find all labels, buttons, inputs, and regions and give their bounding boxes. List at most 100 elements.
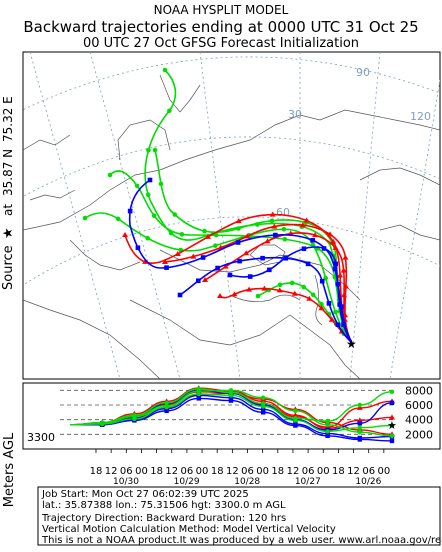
map-marker (319, 278, 325, 284)
xtick-hour-label: 00 (256, 466, 269, 477)
xtick-hour-label: 00 (377, 466, 390, 477)
xtick-hour-label: 18 (90, 466, 103, 477)
height-marker (389, 438, 395, 444)
xtick-date-label: 10/27 (295, 477, 321, 487)
source-star-icon: ★ (1, 227, 16, 239)
map-marker (261, 285, 268, 291)
info-vertical: Vertical Motion Calculation Method: Mode… (42, 524, 336, 535)
map-marker (167, 108, 172, 114)
map-marker (332, 266, 338, 272)
map-marker (135, 245, 141, 251)
height-series-8 (69, 391, 395, 434)
map-marker (337, 272, 344, 278)
map-marker (235, 240, 241, 245)
map-frame (22, 51, 441, 380)
xtick-hour-label: 00 (317, 466, 330, 477)
map-marker (283, 255, 288, 260)
height-marker (293, 408, 298, 414)
height-marker (389, 423, 395, 428)
height-marker (261, 410, 266, 415)
map-marker (162, 259, 168, 264)
height-xtick-labels: 18 12 06 00 18 12 06 00 18 12 06 00 18 12 06 00 18 12 06 00… (90, 449, 390, 487)
map-marker (162, 67, 168, 73)
source-prefix: Source (1, 245, 16, 290)
map-marker (301, 246, 307, 252)
map-marker (172, 212, 178, 217)
height-marker (164, 408, 169, 414)
map-panel: 30 60 90 120 ★ (22, 51, 441, 380)
map-marker (177, 292, 183, 298)
info-disclaimer: This is not a NOAA product.It was produc… (41, 535, 442, 546)
map-marker (195, 278, 201, 284)
height-marker (357, 429, 362, 435)
map-marker (236, 226, 241, 231)
map-marker (328, 316, 335, 322)
xtick-hour-label: 06 (181, 466, 194, 477)
map-marker (122, 232, 128, 237)
map-marker (260, 255, 265, 261)
source-lat: 35.87 N (1, 149, 15, 196)
map-marker (281, 226, 287, 232)
source-lon: 75.32 E (1, 96, 15, 142)
height-marker (389, 414, 395, 420)
xtick-date-label: 10/28 (234, 477, 260, 487)
xtick-hour-label: 06 (302, 466, 315, 477)
xtick-date-label: 10/29 (174, 477, 200, 487)
map-marker (227, 272, 233, 278)
map-marker (326, 301, 332, 306)
map-marker (134, 183, 140, 189)
height-marker (132, 413, 137, 418)
map-trajectory-8 (204, 232, 353, 344)
map-marker (164, 265, 169, 270)
map-marker (174, 251, 181, 257)
map-marker (243, 250, 250, 256)
xtick-date-label: 10/26 (355, 477, 381, 487)
source-label: Source ★ at 35.87 N 75.32 E (1, 96, 16, 290)
map-marker (190, 253, 197, 259)
map-marker (291, 290, 298, 296)
height-marker (357, 437, 362, 442)
map-marker (145, 235, 150, 241)
height-source-star-icon: ★ (387, 419, 397, 432)
map-marker (269, 211, 276, 217)
info-direction: Trajectory Direction: Backward Duration:… (41, 513, 286, 524)
map-marker (235, 218, 242, 224)
map-marker (127, 208, 133, 214)
map-trajectory-5 (124, 213, 353, 344)
map-marker (335, 281, 341, 287)
ytick-label: 4000 (405, 414, 433, 427)
map-marker (204, 233, 211, 239)
xtick-hour-label: 12 (347, 466, 360, 477)
map-marker (327, 231, 334, 237)
height-marker (164, 400, 169, 405)
map-marker (107, 172, 113, 178)
height-marker (132, 416, 137, 422)
height-marker (228, 393, 234, 398)
map-marker (341, 292, 348, 298)
map-marker (341, 322, 346, 327)
title-line3: 00 UTC 27 Oct GFSG Forecast Initializati… (83, 36, 359, 51)
xtick-date-label: 10/30 (113, 477, 139, 487)
map-marker (330, 238, 337, 244)
map-marker (217, 293, 223, 298)
map-marker (277, 282, 283, 288)
map-marker (147, 177, 153, 183)
height-marker (228, 398, 234, 403)
map-marker (333, 261, 338, 267)
map-marker (200, 255, 206, 260)
map-marker (244, 233, 251, 239)
map-trajectories: ★ (82, 67, 357, 351)
height-marker (293, 418, 298, 423)
map-marker (168, 230, 174, 236)
source-height-label: 3300 (27, 431, 55, 444)
map-marker (333, 309, 338, 315)
map-trajectory-6 (164, 223, 353, 344)
map-source-star-icon: ★ (346, 337, 357, 351)
map-marker (305, 261, 311, 267)
map-marker (151, 213, 157, 219)
ytick-label: 8000 (405, 384, 433, 397)
height-marker (228, 395, 234, 400)
